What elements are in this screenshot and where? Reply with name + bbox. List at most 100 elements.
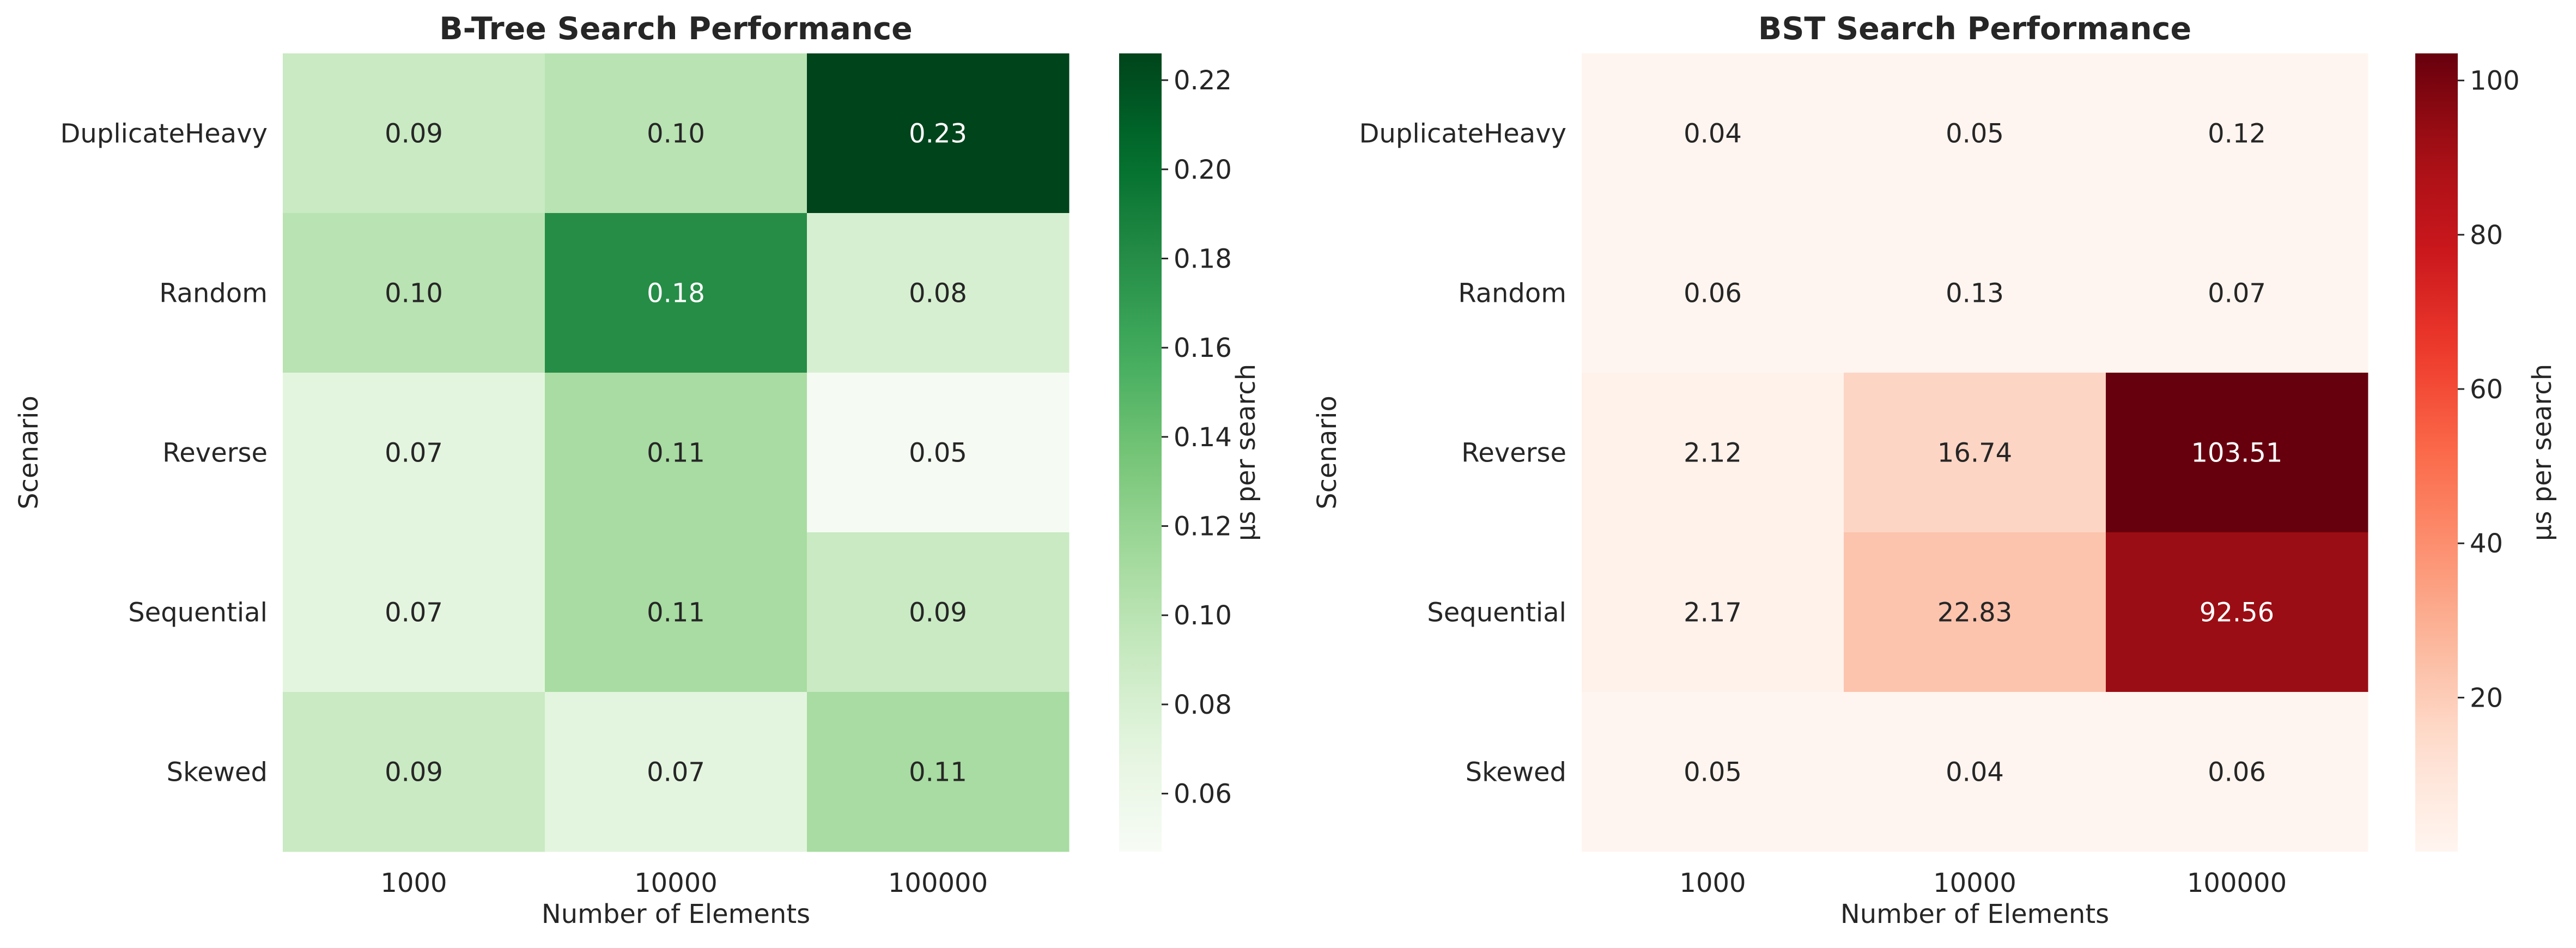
- btree-cell-label: 0.09: [385, 119, 443, 149]
- bst-x-tick-label: 1000: [1679, 868, 1746, 898]
- bst-heatmap: BST Search Performance 0.04 0.05 0.12 0.06 0.…: [1312, 11, 2557, 929]
- bst-cell-label: 92.56: [2200, 598, 2274, 628]
- bst-cell: [1844, 532, 2106, 692]
- btree-y-tick-label: Random: [159, 278, 268, 309]
- bst-y-axis-label: Scenario: [1312, 396, 1342, 509]
- bst-title: BST Search Performance: [1758, 11, 2191, 47]
- bst-cell-label: 0.04: [1684, 119, 1742, 149]
- bst-cell: [1844, 692, 2106, 852]
- bst-cell-label: 0.04: [1946, 757, 2004, 788]
- btree-cell-label: 0.10: [385, 278, 443, 309]
- bst-cell-label: 0.05: [1684, 757, 1742, 788]
- btree-colorbar-tick-label: 0.16: [1174, 333, 1232, 363]
- btree-colorbar-tick-label: 0.10: [1174, 600, 1232, 631]
- btree-cell-label: 0.09: [385, 757, 443, 788]
- bst-cell-label: 0.12: [2208, 119, 2266, 149]
- btree-cell-label: 0.09: [909, 598, 967, 628]
- bst-x-tick-label: 10000: [1933, 868, 2016, 898]
- btree-colorbar: [1119, 53, 1162, 852]
- btree-cell-label: 0.11: [909, 757, 967, 788]
- bst-cell-label: 2.12: [1684, 438, 1742, 469]
- btree-cell: [283, 53, 545, 214]
- bst-cell: [2106, 213, 2368, 373]
- bst-cell: [1844, 53, 2106, 214]
- btree-cell: [545, 373, 807, 533]
- btree-y-tick-label: Reverse: [162, 438, 268, 469]
- btree-cell: [545, 53, 807, 214]
- btree-cell: [807, 532, 1070, 692]
- btree-cell: [807, 53, 1070, 214]
- bst-cell: [1844, 373, 2106, 533]
- btree-cell: [807, 373, 1070, 533]
- btree-cell-label: 0.23: [909, 119, 967, 149]
- bst-y-tick-label: Random: [1458, 278, 1566, 309]
- btree-heatmap: B-Tree Search Performance 0.09 0.10 0.23 0.1…: [14, 11, 1261, 929]
- bst-colorbar-tick-label: 100: [2470, 66, 2520, 96]
- btree-cell-label: 0.07: [385, 598, 443, 628]
- btree-y-tick-label: DuplicateHeavy: [60, 119, 268, 149]
- bst-cell-label: 0.05: [1946, 119, 2004, 149]
- btree-cell: [545, 692, 807, 852]
- bst-x-axis-label: Number of Elements: [1840, 899, 2109, 929]
- btree-cell-label: 0.18: [647, 278, 705, 309]
- bst-y-tick-label: Skewed: [1466, 757, 1566, 788]
- bst-colorbar-tick-label: 60: [2470, 374, 2503, 405]
- bst-cell: [1582, 532, 1844, 692]
- bst-cell-label: 103.51: [2191, 438, 2283, 469]
- bst-cell: [2106, 692, 2368, 852]
- bst-y-tick-label: Sequential: [1427, 598, 1566, 628]
- btree-cell: [545, 213, 807, 373]
- btree-cell-label: 0.05: [909, 438, 967, 469]
- bst-colorbar-label: µs per search: [2527, 364, 2557, 541]
- btree-x-axis-label: Number of Elements: [542, 899, 810, 929]
- btree-cell: [807, 692, 1070, 852]
- bst-cell-label: 0.06: [1684, 278, 1742, 309]
- bst-cell: [1582, 373, 1844, 533]
- bst-cell: [2106, 532, 2368, 692]
- bst-cell: [2106, 53, 2368, 214]
- bst-cell-label: 0.07: [2208, 278, 2266, 309]
- btree-cell: [545, 532, 807, 692]
- btree-cell: [283, 373, 545, 533]
- bst-colorbar: [2415, 53, 2458, 852]
- btree-y-tick-label: Skewed: [167, 757, 268, 788]
- bst-colorbar-tick-label: 40: [2470, 528, 2503, 559]
- btree-y-tick-label: Sequential: [128, 598, 268, 628]
- bst-cell: [1582, 692, 1844, 852]
- bst-cell: [2106, 373, 2368, 533]
- btree-cell-label: 0.08: [909, 278, 967, 309]
- bst-cell-label: 0.13: [1946, 278, 2004, 309]
- btree-colorbar-tick-label: 0.18: [1174, 244, 1232, 274]
- btree-y-axis-label: Scenario: [14, 396, 44, 509]
- btree-cell: [283, 532, 545, 692]
- bst-colorbar-tick-label: 80: [2470, 220, 2503, 251]
- bst-colorbar-tick-label: 20: [2470, 683, 2503, 713]
- btree-colorbar-tick-label: 0.12: [1174, 512, 1232, 542]
- bst-cell-label: 16.74: [1937, 438, 2012, 469]
- btree-colorbar-tick-label: 0.06: [1174, 779, 1232, 810]
- bst-x-tick-label: 100000: [2187, 868, 2287, 898]
- bst-y-tick-label: Reverse: [1461, 438, 1566, 469]
- btree-x-tick-label: 1000: [380, 868, 447, 898]
- btree-cell-label: 0.10: [647, 119, 705, 149]
- btree-cell: [807, 213, 1070, 373]
- btree-cell-label: 0.11: [647, 598, 705, 628]
- bst-cell: [1582, 53, 1844, 214]
- bst-cell-label: 22.83: [1937, 598, 2012, 628]
- bst-cell: [1844, 213, 2106, 373]
- btree-x-tick-label: 10000: [634, 868, 718, 898]
- btree-cell-label: 0.11: [647, 438, 705, 469]
- btree-colorbar-tick-label: 0.22: [1174, 65, 1232, 96]
- bst-y-tick-label: DuplicateHeavy: [1359, 119, 1566, 149]
- btree-cell: [283, 213, 545, 373]
- btree-colorbar-label: µs per search: [1231, 364, 1261, 541]
- btree-cell: [283, 692, 545, 852]
- btree-colorbar-tick-label: 0.20: [1174, 155, 1232, 185]
- bst-cell-label: 0.06: [2208, 757, 2266, 788]
- bst-cell-label: 2.17: [1684, 598, 1742, 628]
- btree-colorbar-tick-label: 0.14: [1174, 422, 1232, 453]
- btree-x-tick-label: 100000: [888, 868, 988, 898]
- btree-cell-label: 0.07: [385, 438, 443, 469]
- btree-colorbar-tick-label: 0.08: [1174, 690, 1232, 720]
